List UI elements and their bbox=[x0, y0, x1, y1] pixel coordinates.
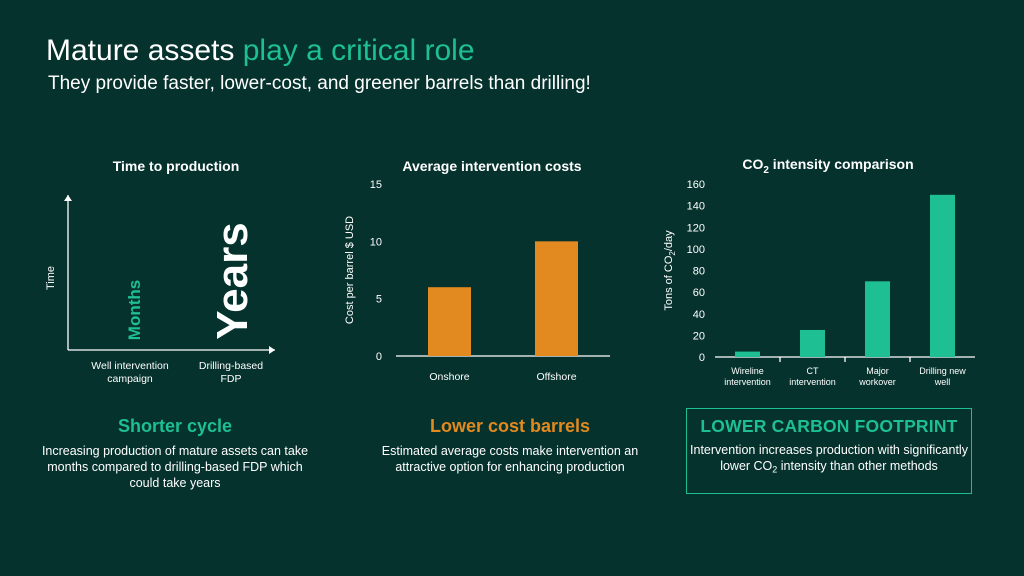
lower-cost-text: Estimated average costs make interventio… bbox=[381, 444, 639, 474]
category-label-drilling-new-well: Drilling new well bbox=[919, 366, 966, 387]
category-label-drilling-based-fdp: Drilling-based FDP bbox=[199, 360, 263, 385]
lower-carbon-heading: LOWER CARBON FOOTPRINT bbox=[700, 416, 958, 436]
time-to-production-chart: Time to production Time Well intervention c… bbox=[45, 158, 275, 385]
bar-major-workover bbox=[865, 281, 890, 357]
category-label-well-intervention-campaign: Well intervention campaign bbox=[91, 360, 169, 385]
chart-title-sub: 2 bbox=[763, 165, 769, 176]
y-tick-label-60: 60 bbox=[693, 287, 705, 299]
y-axis-label: Cost per barrel $ USD bbox=[344, 216, 356, 324]
y-tick-label-120: 120 bbox=[687, 222, 705, 234]
bar-onshore bbox=[428, 287, 471, 356]
chart-title-post: intensity comparison bbox=[769, 156, 914, 172]
page-subtitle: They provide faster, lower-cost, and gre… bbox=[48, 73, 591, 94]
y-tick-label-10: 10 bbox=[370, 236, 382, 248]
years-label: Years bbox=[208, 222, 257, 339]
co2-intensity-chart: CO2 intensity comparison0204060801001201… bbox=[663, 156, 975, 387]
y-tick-label-40: 40 bbox=[693, 309, 705, 321]
months-label: Months bbox=[125, 280, 144, 340]
y-tick-label-20: 20 bbox=[693, 330, 705, 342]
category-label-offshore: Offshore bbox=[536, 371, 576, 383]
lower-carbon-text: Intervention increases production with s… bbox=[687, 442, 971, 474]
y-tick-label-5: 5 bbox=[376, 294, 382, 306]
category-label-major-workover: Major workover bbox=[858, 366, 896, 387]
lower-carbon-text-pre: Intervention increases production with s… bbox=[690, 443, 968, 473]
title-main: Mature assets bbox=[46, 34, 243, 67]
shorter-cycle-text: Increasing production of mature assets c… bbox=[41, 444, 309, 490]
category-label-ct-intervention: CT intervention bbox=[789, 366, 836, 387]
y-tick-label-100: 100 bbox=[687, 244, 705, 256]
bar-drilling-new-well bbox=[930, 194, 955, 357]
lower-carbon-panel: LOWER CARBON FOOTPRINT Intervention incr… bbox=[686, 408, 972, 494]
y-axis-label-sub: 2 bbox=[668, 251, 677, 256]
lower-carbon-text-post: intensity than other methods bbox=[777, 459, 938, 473]
y-tick-label-15: 15 bbox=[370, 179, 382, 191]
shorter-cycle-heading: Shorter cycle bbox=[117, 416, 233, 436]
y-tick-label-80: 80 bbox=[693, 266, 705, 278]
bar-ct-intervention bbox=[800, 329, 825, 357]
lower-cost-panel: Lower cost barrels Estimated average cos… bbox=[375, 416, 645, 475]
chart-title-pre: CO bbox=[742, 156, 763, 172]
intervention-costs-chart: Average intervention costs 0 5 10 15 Cost per… bbox=[344, 158, 610, 383]
lower-cost-heading: Lower cost barrels bbox=[429, 416, 591, 436]
y-axis-label: Tons of CO2/day bbox=[663, 230, 677, 311]
y-axis-label-post: /day bbox=[663, 230, 675, 251]
bar-wireline-intervention bbox=[735, 351, 760, 357]
y-axis-label: Time bbox=[45, 266, 57, 290]
title-accent: play a critical role bbox=[242, 34, 475, 67]
lower-carbon-text-sub: 2 bbox=[772, 464, 778, 475]
y-axis-label-pre: Tons of CO bbox=[663, 255, 675, 310]
chart-title: CO2 intensity comparison bbox=[742, 156, 913, 176]
y-tick-label-0: 0 bbox=[376, 351, 382, 363]
y-tick-label-0: 0 bbox=[699, 352, 705, 364]
page-title: Mature assets play a critical role bbox=[46, 34, 475, 68]
y-tick-label-160: 160 bbox=[687, 179, 705, 191]
bar-offshore bbox=[535, 241, 578, 356]
shorter-cycle-panel: Shorter cycle Increasing production of m… bbox=[40, 416, 310, 491]
chart-title: Average intervention costs bbox=[402, 158, 581, 174]
chart-title: Time to production bbox=[113, 158, 240, 174]
y-axis-arrow bbox=[64, 195, 72, 201]
category-label-onshore: Onshore bbox=[429, 371, 469, 383]
y-tick-label-140: 140 bbox=[687, 201, 705, 213]
category-label-wireline-intervention: Wireline intervention bbox=[724, 366, 771, 387]
x-axis-arrow bbox=[269, 346, 275, 354]
